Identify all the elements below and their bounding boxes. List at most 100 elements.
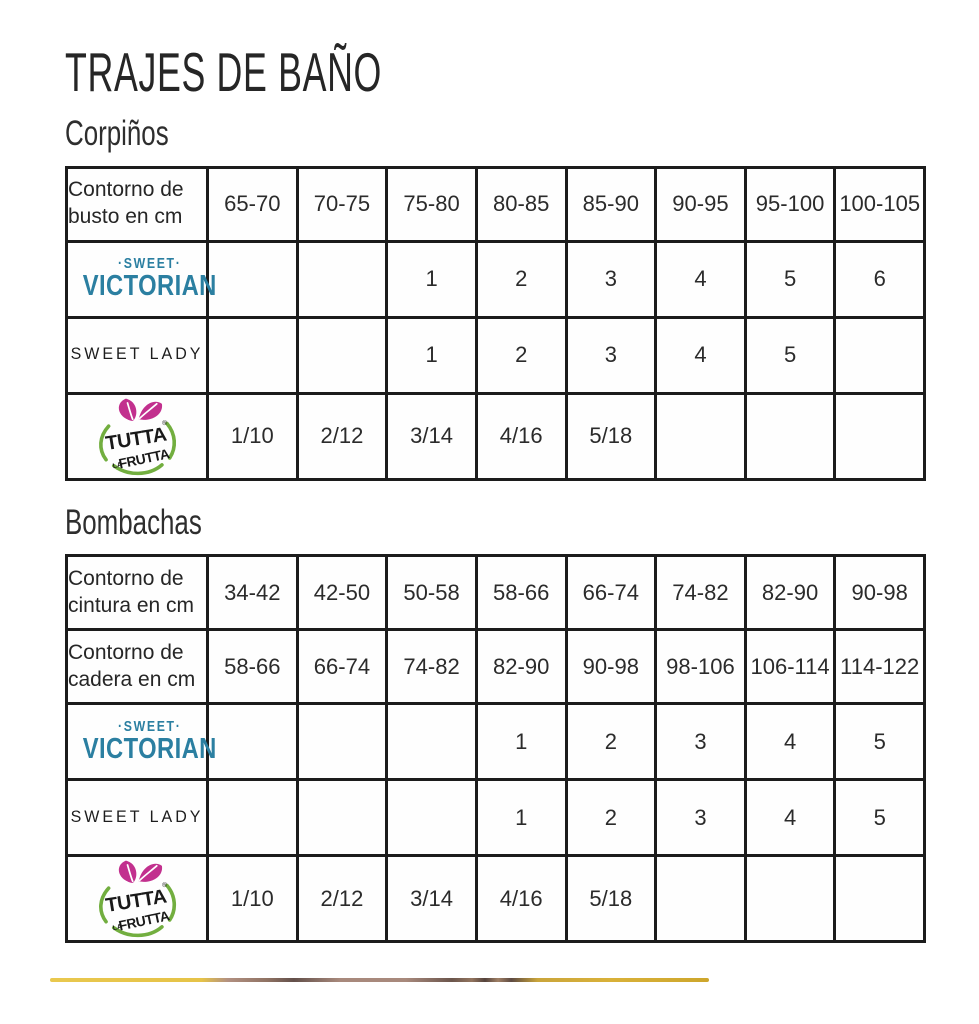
size-value-cell: 74-82 (385, 628, 478, 706)
size-value-cell (295, 239, 389, 319)
size-value-cell (654, 854, 747, 944)
size-value-cell: 1 (474, 702, 568, 782)
row-label: Contorno de cintura en cm (65, 554, 209, 632)
size-value-cell (385, 702, 478, 782)
size-value-cell: 98-106 (654, 628, 747, 706)
bombachas-size-table: Contorno de cintura en cm 34-42 42-50 50-58… (65, 554, 926, 944)
size-value-cell (833, 854, 926, 944)
size-value-cell: 5 (833, 702, 926, 782)
size-guide-content: TRAJES DE BAÑO Corpiños Contorno de bust… (65, 41, 926, 944)
size-value-cell (206, 702, 299, 782)
size-value-cell: 90-98 (564, 628, 658, 706)
size-value-cell: 95-100 (743, 165, 837, 243)
row-label: Contorno de cadera en cm (65, 628, 209, 706)
page-title: TRAJES DE BAÑO (65, 41, 383, 103)
size-value-cell: 4 (654, 239, 747, 319)
size-value-cell (206, 778, 299, 858)
corpinos-table-body: Contorno de busto en cm 65-70 70-75 75-80 80… (65, 165, 926, 481)
size-value-cell: 5/18 (564, 854, 658, 944)
size-value-cell: 2 (564, 702, 658, 782)
tutta-leaf-right-icon (138, 401, 163, 420)
size-value-cell: 1/10 (206, 854, 299, 944)
tutta-right-arc-shape (165, 884, 177, 923)
size-table-row: TUTTA ® LA FRUTTA 1/10 2/12 3/14 4/16 5/18 (65, 391, 926, 481)
footer-divider-line (50, 978, 709, 982)
tutta-right-arc-shape (165, 421, 177, 460)
sweet-victorian-logo: ·SWEET· VICTORIAN (83, 256, 217, 301)
size-value-cell: 58-66 (474, 554, 568, 632)
size-value-cell: 2/12 (295, 391, 389, 481)
tutta-leaf-left-icon (118, 398, 137, 421)
brand-cell-sweet-lady: SWEET LADY (65, 778, 209, 858)
size-value-cell: 65-70 (206, 165, 299, 243)
tutta-leaf-left-vein (126, 401, 134, 420)
tutta-leaf-right-vein (138, 865, 158, 882)
size-value-cell: 58-66 (206, 628, 299, 706)
size-value-cell: 50-58 (385, 554, 478, 632)
size-value-cell: 82-90 (474, 628, 568, 706)
registered-trademark-icon: ® (162, 418, 168, 427)
size-value-cell (295, 702, 389, 782)
tutta-leaf-right-icon (138, 864, 163, 883)
sweet-victorian-wordmark-top: ·SWEET· (118, 718, 182, 736)
sweet-victorian-wordmark-top: ·SWEET· (118, 255, 182, 273)
corpinos-size-table: Contorno de busto en cm 65-70 70-75 75-80 80… (65, 165, 926, 481)
size-value-cell: 3 (564, 315, 658, 395)
size-value-cell (206, 315, 299, 395)
row-label: Contorno de busto en cm (65, 165, 209, 243)
brand-cell-sweet-victorian: ·SWEET· VICTORIAN (65, 239, 216, 319)
tutta-leaf-left-vein (126, 864, 134, 883)
size-value-cell: 75-80 (385, 165, 478, 243)
size-table-row: Contorno de cintura en cm 34-42 42-50 50-58… (65, 554, 926, 632)
size-value-cell: 2/12 (295, 854, 389, 944)
tutta-bottom-arc-shape (111, 462, 164, 475)
bombachas-table-body: Contorno de cintura en cm 34-42 42-50 50-58… (65, 554, 926, 944)
size-value-cell: 70-75 (295, 165, 389, 243)
tutta-la-frutta-logo: TUTTA ® LA FRUTTA (99, 398, 177, 475)
size-value-cell: 1 (385, 239, 478, 319)
size-value-cell: 4/16 (474, 854, 568, 944)
size-table-row: TUTTA ® LA FRUTTA 1/10 2/12 3/14 4/16 5/18 (65, 854, 926, 944)
size-value-cell: 6 (833, 239, 926, 319)
size-value-cell: 82-90 (743, 554, 837, 632)
size-value-cell: 5 (833, 778, 926, 858)
size-value-cell (743, 391, 837, 481)
size-value-cell: 3 (564, 239, 658, 319)
tutta-wordmark-la: LA (112, 924, 122, 933)
size-value-cell: 80-85 (474, 165, 568, 243)
sweet-victorian-logo: ·SWEET· VICTORIAN (83, 719, 217, 764)
brand-cell-tutta: TUTTA ® LA FRUTTA (65, 391, 209, 481)
tutta-left-arc-shape (99, 886, 111, 924)
section-heading-bombachas: Bombachas (65, 502, 202, 542)
size-value-cell: 2 (474, 239, 568, 319)
size-value-cell: 3/14 (385, 391, 478, 481)
size-value-cell (743, 854, 837, 944)
size-value-cell: 4 (654, 315, 747, 395)
size-value-cell (295, 778, 389, 858)
size-value-cell: 106-114 (743, 628, 837, 706)
size-value-cell (385, 778, 478, 858)
size-value-cell: 90-95 (654, 165, 747, 243)
size-value-cell: 4 (743, 702, 837, 782)
sweet-victorian-wordmark: VICTORIAN (82, 270, 217, 303)
size-value-cell: 2 (564, 778, 658, 858)
size-value-cell: 1 (474, 778, 568, 858)
size-value-cell: 2 (474, 315, 568, 395)
tutta-leaf-right-vein (138, 402, 158, 419)
size-value-cell: 4 (743, 778, 837, 858)
size-value-cell: 1 (385, 315, 478, 395)
size-value-cell: 85-90 (564, 165, 658, 243)
size-value-cell: 5 (743, 239, 837, 319)
sweet-lady-logo: SWEET LADY (70, 808, 204, 827)
size-value-cell: 5/18 (564, 391, 658, 481)
size-value-cell: 114-122 (833, 628, 926, 706)
sweet-lady-logo: SWEET LADY (70, 345, 204, 364)
tutta-la-frutta-logo: TUTTA ® LA FRUTTA (99, 860, 177, 938)
size-value-cell: 100-105 (833, 165, 926, 243)
size-value-cell: 1/10 (206, 391, 299, 481)
size-value-cell: 90-98 (833, 554, 926, 632)
size-value-cell: 42-50 (295, 554, 389, 632)
